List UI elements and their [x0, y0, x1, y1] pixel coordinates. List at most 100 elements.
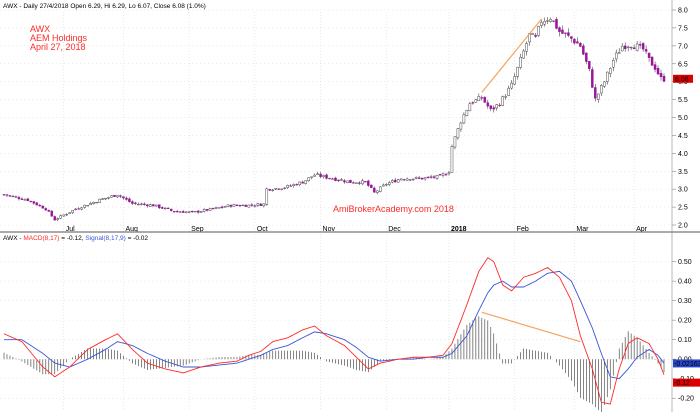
macd-y-tick-label: 0.20: [678, 318, 692, 325]
candle-body: [379, 186, 382, 192]
price-y-tick-label: 5.0: [678, 115, 688, 122]
candle-body: [196, 210, 200, 213]
candle-body: [516, 66, 519, 77]
candle-body: [659, 73, 663, 78]
candle-body: [131, 201, 134, 204]
candle-body: [226, 204, 230, 208]
candle-body: [244, 204, 248, 207]
candle-body: [370, 184, 373, 188]
candle-body: [113, 194, 116, 197]
candle-body: [591, 69, 594, 88]
x-tick-label: 2018: [451, 226, 467, 233]
x-tick-label: Oct: [257, 226, 268, 233]
candle-body: [328, 177, 331, 180]
candle-body: [537, 26, 540, 36]
candle-body: [128, 198, 131, 203]
candle-body: [256, 203, 260, 206]
candle-body: [644, 49, 648, 52]
candle-body: [620, 45, 624, 52]
candle-body: [169, 208, 173, 211]
candle-body: [56, 218, 60, 221]
candle-body: [80, 207, 83, 210]
candle-body: [617, 52, 621, 54]
candle-body: [74, 208, 77, 210]
candle-body: [134, 202, 137, 204]
candle-body: [164, 207, 167, 210]
candle-body: [289, 185, 292, 187]
candle-body: [480, 97, 484, 99]
candle-body: [77, 208, 80, 210]
candle-body: [364, 181, 367, 183]
candle-body: [14, 196, 18, 198]
candle-body: [361, 180, 364, 185]
candle-body: [390, 180, 394, 183]
candle-body: [211, 207, 215, 210]
candle-body: [175, 211, 179, 213]
candle-body: [597, 93, 600, 100]
candle-body: [301, 181, 304, 184]
candle-body: [340, 179, 343, 181]
candle-body: [346, 180, 349, 184]
candle-body: [647, 52, 651, 58]
candle-body: [585, 52, 588, 62]
candle-body: [477, 96, 481, 101]
candle-body: [486, 102, 490, 107]
candle-body: [143, 203, 146, 205]
last-close-badge: [673, 74, 693, 83]
candle-body: [588, 61, 591, 69]
candle-body: [608, 68, 612, 74]
price-y-tick-label: 4.0: [678, 151, 688, 158]
candle-body: [468, 103, 472, 112]
candle-body: [546, 20, 549, 22]
macd-y-tick-label: 0.40: [678, 279, 692, 286]
candle-body: [184, 211, 188, 214]
candle-body: [385, 184, 388, 186]
candle-body: [122, 196, 125, 199]
x-tick-label: Nov: [323, 226, 336, 233]
candle-body: [65, 213, 68, 216]
price-y-tick-label: 3.0: [678, 187, 688, 194]
candle-body: [331, 178, 334, 180]
candle-body: [531, 33, 534, 35]
candle-body: [83, 204, 86, 208]
candle-body: [220, 206, 224, 208]
candle-body: [86, 205, 89, 207]
macd-series-line: [3, 257, 665, 405]
macd-y-tick-label: 0.50: [678, 259, 692, 266]
signal-value-label: -0.02163: [674, 361, 700, 368]
candle-body: [420, 177, 424, 180]
candle-body: [23, 199, 27, 201]
candle-body: [432, 176, 436, 178]
candle-body: [623, 45, 627, 50]
candle-body: [534, 34, 537, 37]
price-y-tick-label: 8.0: [678, 8, 688, 15]
macd-value-badge: [673, 378, 700, 387]
candle-body: [450, 146, 454, 173]
candle-body: [167, 207, 170, 209]
candle-body: [510, 82, 513, 89]
candle-body: [95, 202, 98, 204]
candle-body: [71, 209, 74, 213]
candle-body: [492, 107, 496, 110]
macd-header-signal: Signal(8,17,9): [85, 235, 125, 242]
candle-body: [558, 27, 561, 32]
candle-body: [146, 204, 149, 207]
candle-body: [438, 174, 442, 176]
candle-body: [498, 104, 501, 107]
candle-body: [352, 182, 355, 184]
candle-body: [277, 188, 280, 190]
candle-body: [393, 179, 397, 183]
candle-body: [656, 68, 660, 75]
candle-body: [238, 205, 242, 207]
candle-body: [606, 71, 609, 82]
candle-body: [181, 211, 185, 213]
candle-body: [41, 205, 45, 209]
candle-body: [253, 205, 257, 207]
candle-body: [161, 207, 164, 209]
candle-body: [8, 195, 12, 197]
annotation-date: April 27, 2018: [30, 42, 86, 52]
candle-body: [265, 188, 269, 205]
x-tick-label: Sep: [191, 226, 204, 233]
x-tick-label: Apr: [636, 226, 648, 233]
